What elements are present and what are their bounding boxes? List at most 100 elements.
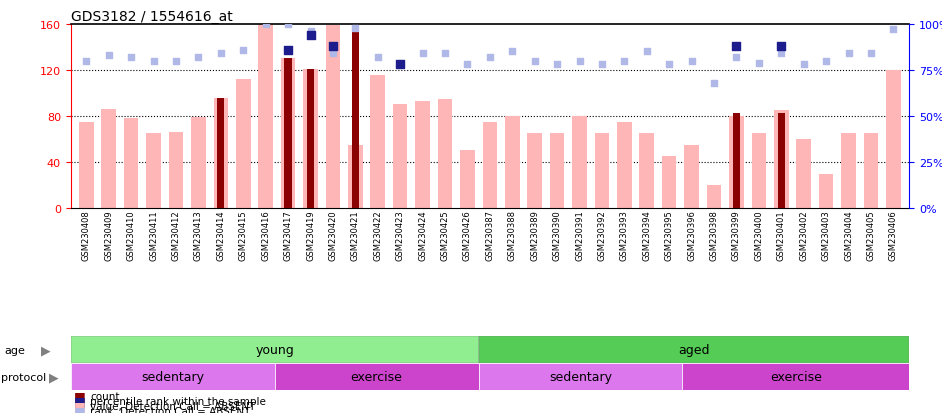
Point [841, 51, 856, 57]
Point [393, 62, 408, 69]
Point [146, 58, 161, 65]
Bar [124, 119, 138, 209]
Text: aged: aged [678, 344, 709, 356]
Bar [733, 113, 740, 209]
Bar [617, 122, 632, 209]
Point [819, 58, 834, 65]
Point [885, 27, 901, 33]
Bar [777, 113, 785, 209]
Bar [640, 134, 654, 209]
Bar [460, 151, 475, 209]
Bar [303, 69, 317, 209]
Bar [729, 116, 743, 209]
Text: ▶: ▶ [41, 344, 51, 356]
Text: ■: ■ [73, 389, 85, 402]
Point [729, 43, 744, 50]
Point [864, 51, 879, 57]
Bar [274, 363, 479, 390]
Point [325, 43, 340, 50]
Text: protocol: protocol [1, 372, 46, 382]
Bar [774, 111, 788, 209]
Bar [752, 134, 766, 209]
Point [729, 55, 744, 61]
Text: percentile rank within the sample: percentile rank within the sample [90, 396, 267, 406]
Bar [572, 116, 587, 209]
Bar [415, 102, 430, 209]
Bar [370, 75, 385, 209]
Bar [528, 134, 542, 209]
Bar [218, 98, 224, 209]
Bar [258, 25, 273, 209]
Point [303, 29, 318, 36]
Text: GDS3182 / 1554616_at: GDS3182 / 1554616_at [71, 10, 233, 24]
Point [505, 49, 520, 56]
Point [684, 58, 699, 65]
Point [258, 21, 273, 28]
Bar [886, 71, 901, 209]
Point [236, 47, 251, 54]
Bar [479, 337, 909, 363]
Text: ▶: ▶ [49, 370, 58, 383]
Bar [236, 80, 251, 209]
Bar [71, 337, 479, 363]
Bar [819, 174, 834, 209]
Text: young: young [255, 344, 294, 356]
Text: count: count [90, 391, 120, 401]
Point [482, 55, 497, 61]
Point [661, 62, 676, 69]
Point [281, 47, 296, 54]
Point [303, 33, 318, 39]
Bar [594, 134, 609, 209]
Point [572, 58, 587, 65]
Bar [684, 145, 699, 209]
Point [325, 51, 340, 57]
Text: ■: ■ [73, 394, 85, 407]
Bar [284, 59, 292, 209]
Point [101, 53, 116, 59]
Point [617, 58, 632, 65]
Text: exercise: exercise [770, 370, 821, 383]
Point [796, 62, 811, 69]
Bar [706, 185, 722, 209]
Point [348, 25, 363, 32]
Point [79, 58, 94, 65]
Point [460, 62, 475, 69]
Bar [662, 157, 676, 209]
Point [752, 60, 767, 66]
Text: exercise: exercise [350, 370, 402, 383]
Bar [482, 122, 497, 209]
Bar [351, 26, 359, 209]
Bar [348, 145, 363, 209]
Bar [71, 363, 274, 390]
Bar [281, 59, 296, 209]
Point [773, 51, 788, 57]
Text: ■: ■ [73, 404, 85, 413]
Point [169, 58, 184, 65]
Bar [191, 118, 205, 209]
Point [213, 51, 228, 57]
Bar [505, 116, 520, 209]
Text: sedentary: sedentary [549, 370, 612, 383]
Point [123, 55, 138, 61]
Bar [146, 134, 161, 209]
Text: age: age [5, 345, 25, 355]
Bar [682, 363, 909, 390]
Point [437, 51, 452, 57]
Bar [841, 134, 855, 209]
Bar [307, 69, 314, 209]
Point [640, 49, 655, 56]
Point [191, 55, 206, 61]
Bar [864, 134, 878, 209]
Point [415, 51, 430, 57]
Text: rank, Detection Call = ABSENT: rank, Detection Call = ABSENT [90, 406, 251, 413]
Bar [393, 105, 408, 209]
Point [594, 62, 609, 69]
Bar [479, 363, 682, 390]
Point [706, 80, 722, 87]
Bar [102, 110, 116, 209]
Point [549, 62, 564, 69]
Bar [326, 26, 340, 209]
Bar [796, 140, 811, 209]
Bar [550, 134, 564, 209]
Bar [214, 98, 228, 209]
